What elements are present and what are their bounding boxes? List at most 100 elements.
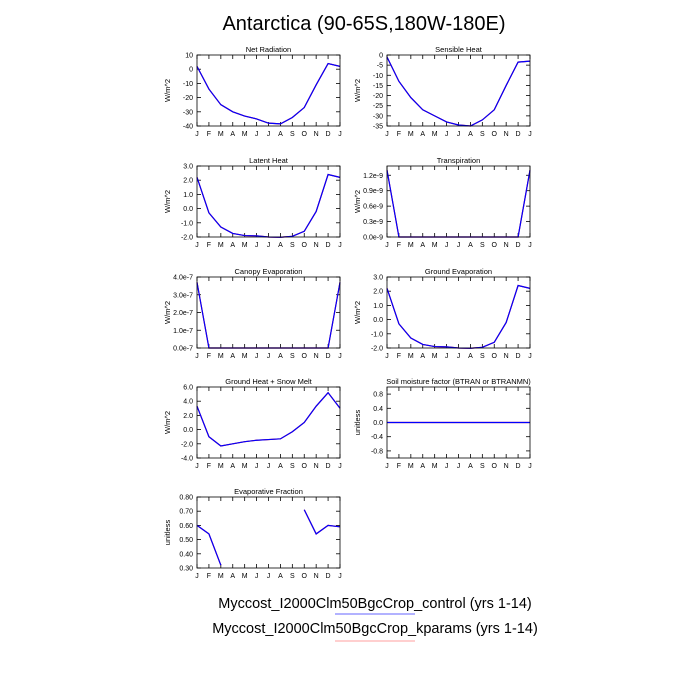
x-tick-label: M: [432, 353, 438, 360]
x-tick-label: J: [195, 573, 199, 580]
x-tick-label: A: [468, 353, 473, 360]
plot-frame: [196, 165, 341, 238]
y-tick-label: -35: [373, 124, 383, 131]
x-tick-label: N: [504, 131, 509, 138]
x-tick-label: J: [267, 463, 271, 470]
x-tick-label: M: [218, 131, 224, 138]
series-line: [196, 62, 341, 125]
x-tick-label: S: [290, 353, 295, 360]
y-tick-label: 3.0e-7: [173, 292, 193, 299]
x-tick-label: N: [314, 353, 319, 360]
x-tick-label: M: [218, 242, 224, 249]
x-tick-label: J: [195, 242, 199, 249]
panel-title: Transpiration: [437, 156, 481, 165]
y-tick-label: 0.0: [183, 427, 193, 434]
series-line: [386, 170, 531, 238]
series-line: [196, 391, 341, 447]
y-axis-label: W/m^2: [353, 79, 362, 102]
plot-frame: [196, 54, 341, 127]
x-tick-label: A: [230, 353, 235, 360]
x-tick-label: J: [255, 131, 259, 138]
x-tick-label: J: [338, 242, 342, 249]
x-tick-label: J: [338, 463, 342, 470]
x-tick-label: J: [385, 131, 389, 138]
y-tick-label: -2.0: [181, 441, 193, 448]
x-tick-label: A: [420, 353, 425, 360]
y-tick-label: 2.0: [373, 289, 383, 296]
y-axis-label: W/m^2: [163, 190, 172, 213]
y-tick-label: 0.0e-7: [173, 346, 193, 353]
x-tick-label: J: [445, 242, 449, 249]
x-tick-label: M: [432, 463, 438, 470]
x-tick-label: J: [195, 131, 199, 138]
y-tick-label: 0: [189, 67, 193, 74]
y-tick-label: 4.0e-7: [173, 275, 193, 282]
x-tick-label: S: [290, 131, 295, 138]
x-tick-label: J: [445, 353, 449, 360]
x-tick-label: S: [290, 573, 295, 580]
x-tick-label: J: [338, 573, 342, 580]
y-tick-label: 1.0: [183, 192, 193, 199]
y-tick-label: 4.0: [183, 399, 193, 406]
series-line: [196, 391, 341, 447]
x-tick-label: D: [326, 353, 331, 360]
y-tick-label: 0.3e-9: [363, 219, 383, 226]
y-tick-label: -5: [377, 63, 383, 70]
x-tick-label: J: [255, 573, 259, 580]
x-tick-label: M: [432, 131, 438, 138]
legend-label: Myccost_I2000Clm50BgcCrop_kparams (yrs 1…: [212, 621, 538, 637]
x-tick-label: D: [326, 573, 331, 580]
x-tick-label: D: [326, 242, 331, 249]
x-tick-label: J: [255, 353, 259, 360]
panel-title: Canopy Evaporation: [235, 267, 303, 276]
x-tick-label: A: [420, 242, 425, 249]
x-tick-label: N: [314, 463, 319, 470]
panel-title: Latent Heat: [249, 156, 289, 165]
series-line: [386, 170, 531, 238]
panel-title: Soil moisture factor (BTRAN or BTRANMN): [386, 377, 531, 386]
y-tick-label: 0: [379, 53, 383, 60]
x-tick-label: J: [338, 131, 342, 138]
y-tick-label: 1.0: [373, 303, 383, 310]
y-tick-label: 3.0: [183, 164, 193, 171]
x-tick-label: A: [468, 242, 473, 249]
x-tick-label: A: [278, 353, 283, 360]
y-tick-label: -25: [373, 103, 383, 110]
y-tick-label: -1.0: [181, 220, 193, 227]
x-tick-label: A: [420, 131, 425, 138]
x-tick-label: O: [492, 242, 498, 249]
x-tick-label: J: [528, 242, 532, 249]
x-tick-label: A: [278, 573, 283, 580]
x-tick-label: J: [528, 131, 532, 138]
y-tick-label: 0.30: [179, 566, 193, 573]
x-tick-label: S: [480, 242, 485, 249]
series-line: [196, 62, 341, 125]
figure-title: Antarctica (90-65S,180W-180E): [222, 13, 505, 35]
plot-frame: [196, 386, 341, 459]
x-tick-label: M: [242, 353, 248, 360]
y-tick-label: -40: [183, 124, 193, 131]
y-tick-label: 0.0: [183, 206, 193, 213]
plot-frame: [196, 496, 341, 569]
series-line: [386, 56, 531, 127]
panel-title: Ground Evaporation: [425, 267, 492, 276]
x-tick-label: F: [397, 131, 401, 138]
y-axis-label: W/m^2: [163, 411, 172, 434]
y-tick-label: 0.8: [373, 392, 383, 399]
x-tick-label: S: [480, 463, 485, 470]
x-tick-label: A: [230, 573, 235, 580]
x-tick-label: J: [528, 463, 532, 470]
y-tick-label: -30: [183, 109, 193, 116]
x-tick-label: A: [278, 242, 283, 249]
x-tick-label: A: [468, 131, 473, 138]
y-tick-label: -10: [373, 73, 383, 80]
panel-title: Sensible Heat: [435, 45, 483, 54]
y-tick-label: 6.0: [183, 385, 193, 392]
panel-title: Evaporative Fraction: [234, 487, 303, 496]
x-tick-label: M: [432, 242, 438, 249]
x-tick-label: J: [195, 353, 199, 360]
x-tick-label: D: [516, 131, 521, 138]
y-tick-label: 2.0: [183, 413, 193, 420]
